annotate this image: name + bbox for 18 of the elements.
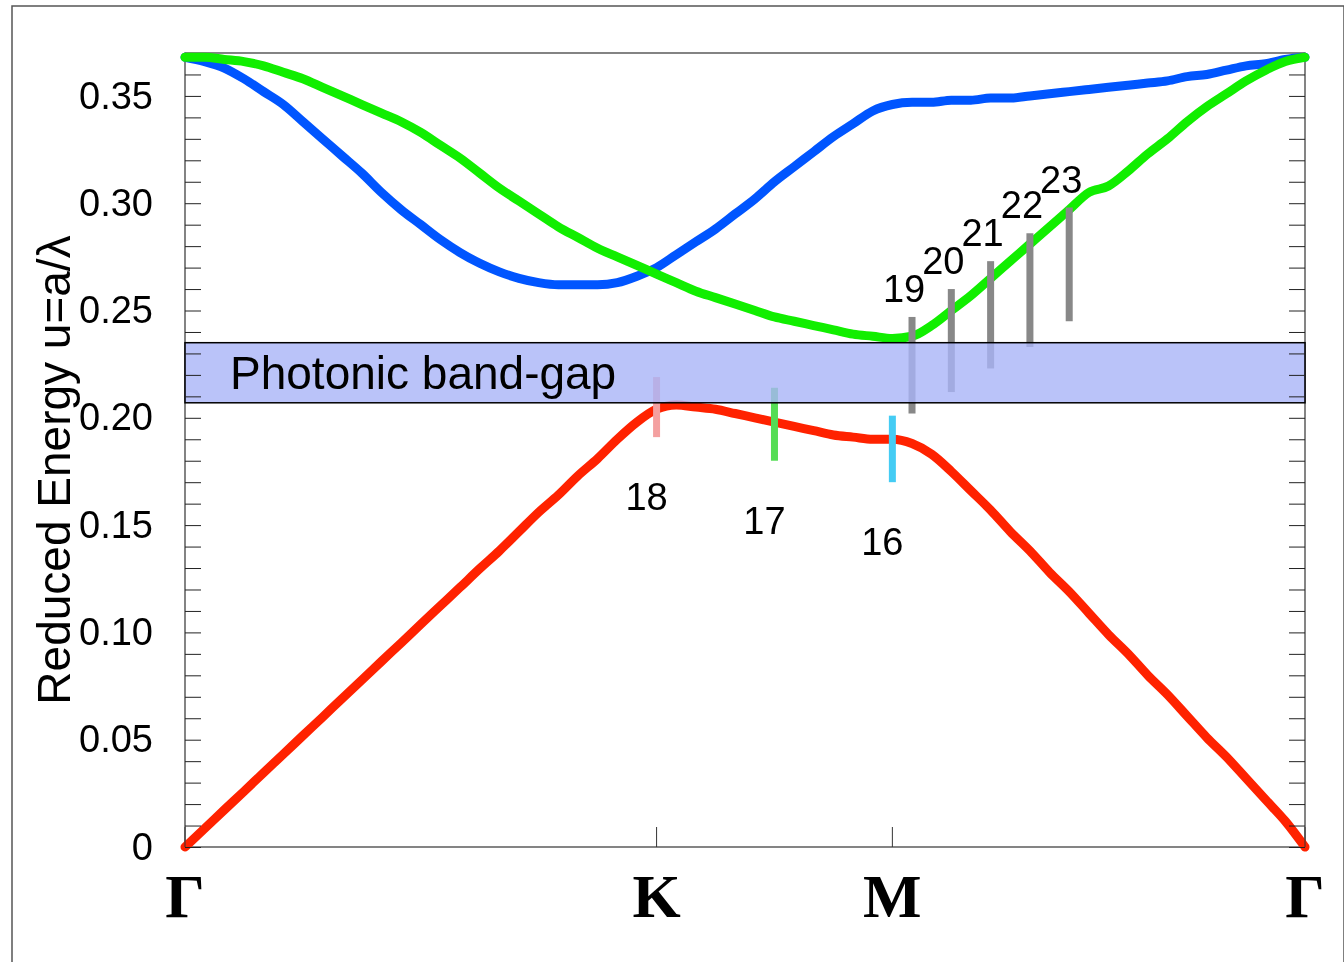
y-tick-label: 0.20 — [79, 396, 153, 439]
y-tick-label: 0.05 — [79, 718, 153, 761]
y-tick-label: 0.30 — [79, 181, 153, 224]
annotation: 18 — [625, 476, 668, 519]
band-label: Photonic band-gap — [230, 346, 617, 399]
y-tick-label: 0.15 — [79, 503, 153, 546]
x-tick-label: Γ — [1285, 862, 1325, 930]
y-tick-label: 0 — [131, 825, 153, 868]
x-tick-label: Γ — [165, 862, 205, 930]
y-tick-label: 0.10 — [79, 611, 153, 654]
x-tick-label: K — [632, 862, 681, 930]
y-axis-title: Reduced Energy u=a/λ — [28, 235, 80, 705]
x-tick-label: M — [863, 862, 922, 930]
y-tick-label: 0.25 — [79, 289, 153, 332]
annotation: 16 — [861, 521, 904, 564]
annotation: 17 — [743, 499, 786, 542]
annotation: 23 — [1040, 158, 1083, 201]
y-tick-label: 0.35 — [79, 74, 153, 117]
